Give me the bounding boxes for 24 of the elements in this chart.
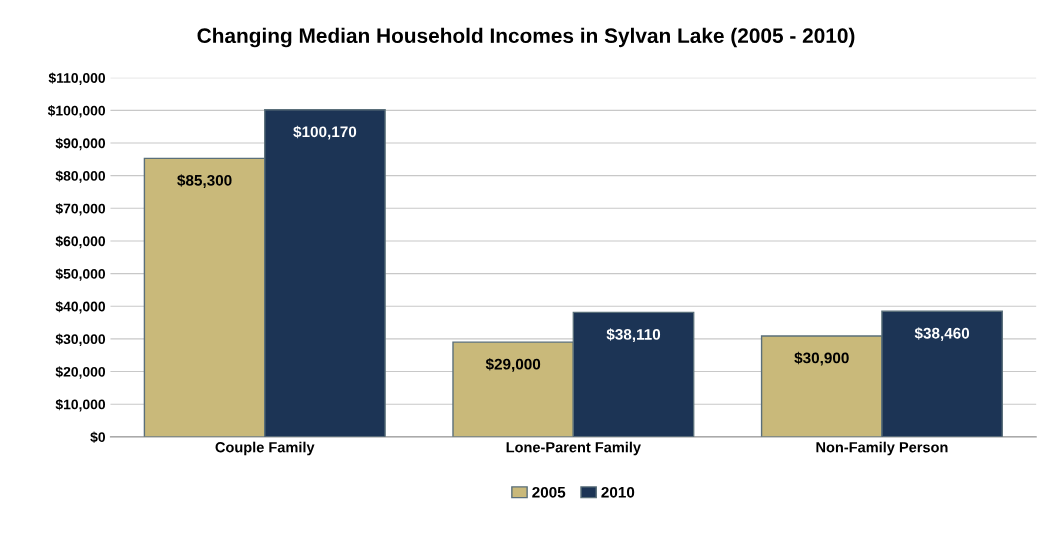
y-tick-label: $110,000 xyxy=(48,72,106,85)
data-label: $30,900 xyxy=(794,351,849,366)
legend-label: 2005 xyxy=(532,486,566,498)
x-tick-label: Non-Family Person xyxy=(816,441,948,456)
y-tick-label: $70,000 xyxy=(55,203,106,216)
y-tick-label: $60,000 xyxy=(55,235,106,249)
data-label: $85,300 xyxy=(177,174,232,188)
y-tick-label: $0 xyxy=(90,431,106,443)
x-tick-label: Couple Family xyxy=(215,441,315,456)
data-label: $29,000 xyxy=(485,358,541,372)
chart-title: Changing Median Household Incomes in Sylvan Lake (2005 - 2010) xyxy=(197,27,855,48)
data-label: $38,110 xyxy=(606,328,661,343)
legend-label: 2010 xyxy=(601,486,635,498)
y-tick-label: $10,000 xyxy=(55,398,106,412)
y-tick-label: $50,000 xyxy=(55,268,106,281)
y-tick-label: $20,000 xyxy=(55,366,106,379)
data-label: $100,170 xyxy=(293,125,357,140)
y-tick-label: $80,000 xyxy=(55,170,106,183)
y-tick-label: $30,000 xyxy=(55,333,106,347)
y-tick-label: $40,000 xyxy=(55,300,106,314)
y-tick-label: $90,000 xyxy=(55,137,106,151)
data-label: $38,460 xyxy=(914,327,970,341)
y-tick-label: $100,000 xyxy=(47,105,106,118)
x-tick-label: Lone-Parent Family xyxy=(506,441,641,456)
